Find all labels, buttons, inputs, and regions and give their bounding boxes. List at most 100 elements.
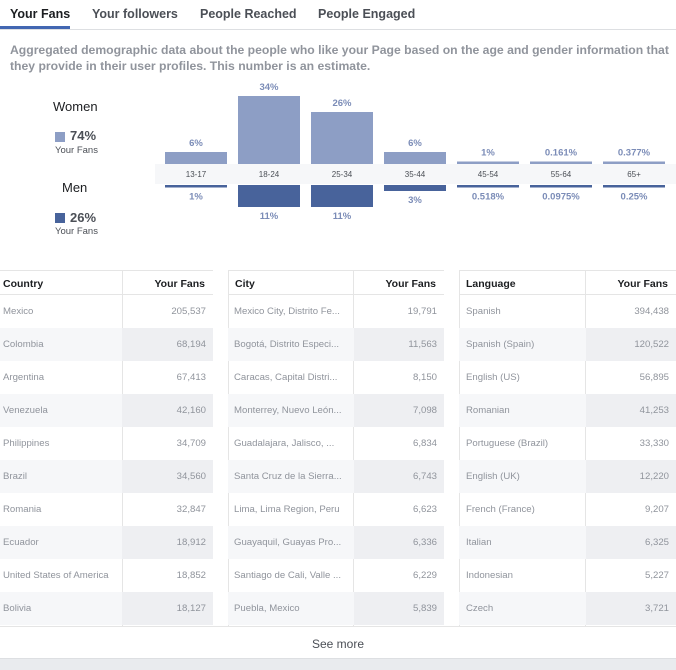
language-table-row: Czech 3,721 (459, 592, 676, 625)
country-fans-count: 18,127 (176, 603, 206, 614)
fans-cell-background (586, 592, 676, 625)
country-column-header: Country (3, 278, 44, 290)
fans-cell-background (586, 526, 676, 559)
language-name: Spanish (Spain) (466, 339, 535, 350)
fans-cell-background (586, 328, 676, 361)
language-name: Portuguese (Brazil) (466, 438, 549, 449)
city-name: Puebla, Mexico (234, 603, 300, 614)
city-name: Lima, Lima Region, Peru (234, 504, 340, 515)
see-more-link[interactable]: See more (311, 637, 365, 651)
men-bar-label: 1% (189, 192, 203, 203)
country-table-row: Philippines 34,709 (0, 427, 213, 460)
country-fans-count: 18,912 (176, 537, 206, 548)
women-bar-label: 6% (189, 138, 203, 149)
language-fans-count: 5,227 (644, 570, 669, 581)
men-bar-label: 11% (260, 211, 279, 222)
country-name: Colombia (3, 339, 44, 350)
fans-cell-background (586, 394, 676, 427)
fans-cell-background (122, 328, 213, 361)
city-fans-count: 19,791 (407, 306, 437, 317)
active-tab-indicator (0, 26, 70, 29)
legend-women-percent: 74% (70, 128, 97, 143)
men-bar (457, 185, 519, 188)
column-divider (353, 270, 354, 626)
language-table-row: English (US) 56,895 (459, 361, 676, 394)
legend-men-swatch (55, 213, 65, 223)
language-name: Romanian (466, 405, 510, 416)
age-tick-label: 13-17 (186, 170, 207, 179)
city-fans-count: 6,623 (412, 504, 437, 515)
city-name: Monterrey, Nuevo León... (234, 405, 342, 416)
city-table-row: Bogotá, Distrito Especi... 11,563 (228, 328, 444, 361)
country-table-row: Ecuador 18,912 (0, 526, 213, 559)
city-name: Bogotá, Distrito Especi... (234, 339, 340, 350)
city-table-row: Santa Cruz de la Sierra... 6,743 (228, 460, 444, 493)
language-fans-count: 12,220 (639, 471, 669, 482)
tab-your-followers[interactable]: Your followers (92, 7, 178, 21)
fans-cell-background (354, 592, 444, 625)
city-table-header: City Your Fans (228, 270, 444, 295)
women-bar (311, 112, 373, 164)
city-name: Mexico City, Distrito Fe... (234, 306, 340, 317)
language-table-header: Language Your Fans (459, 270, 676, 295)
language-table-row: English (UK) 12,220 (459, 460, 676, 493)
country-fans-count: 18,852 (176, 570, 206, 581)
city-name: Santiago de Cali, Valle ... (234, 570, 342, 581)
women-bar-label: 0.161% (545, 148, 578, 159)
language-column-header: Language (466, 278, 516, 290)
tab-your-fans[interactable]: Your Fans (10, 7, 71, 21)
city-name: Guadalajara, Jalisco, ... (234, 438, 335, 449)
country-table-row: United States of America 18,852 (0, 559, 213, 592)
women-bar (165, 152, 227, 164)
language-fans-count: 120,522 (634, 339, 669, 350)
city-fans-count: 7,098 (412, 405, 437, 416)
language-fans-count: 394,438 (634, 306, 669, 317)
country-name: Venezuela (3, 405, 48, 416)
legend-women-title: Women (53, 99, 98, 114)
legend-men-percent: 26% (70, 210, 97, 225)
page-bottom-strip (0, 658, 676, 670)
country-table-row: Brazil 34,560 (0, 460, 213, 493)
tab-bar: Your Fans Your followers People Reached … (0, 0, 676, 30)
see-more-bar: See more (0, 626, 676, 658)
tab-people-engaged[interactable]: People Engaged (318, 7, 416, 21)
men-bar (165, 185, 227, 188)
tab-people-reached[interactable]: People Reached (200, 7, 297, 21)
country-name: Romania (3, 504, 42, 515)
men-bar (603, 185, 665, 188)
women-bar-label: 6% (408, 138, 422, 149)
country-fans-count: 68,194 (176, 339, 206, 350)
women-bar (457, 161, 519, 164)
women-bar (603, 161, 665, 164)
women-bar-label: 34% (259, 82, 279, 93)
language-name: English (UK) (466, 471, 520, 482)
city-table-row: Monterrey, Nuevo León... 7,098 (228, 394, 444, 427)
language-table-row: Romanian 41,253 (459, 394, 676, 427)
language-table-row: French (France) 9,207 (459, 493, 676, 526)
column-divider (122, 270, 123, 626)
women-bar-label: 0.377% (618, 148, 651, 159)
language-fans-count: 41,253 (639, 405, 669, 416)
country-fans-count: 34,709 (176, 438, 206, 449)
country-table-row: Romania 32,847 (0, 493, 213, 526)
city-fans-count: 6,834 (412, 438, 437, 449)
fans-cell-background (586, 460, 676, 493)
age-tick-label: 45-54 (478, 170, 499, 179)
language-table-row: Spanish 394,438 (459, 295, 676, 328)
city-table-row: Guadalajara, Jalisco, ... 6,834 (228, 427, 444, 460)
column-divider (459, 270, 460, 626)
fans-cell-background (354, 394, 444, 427)
language-table: Language Your Fans Spanish 394,438 Spanish… (459, 270, 676, 626)
fans-cell-background (354, 526, 444, 559)
city-table-row: Guayaquil, Guayas Pro... 6,336 (228, 526, 444, 559)
city-table-row: Mexico City, Distrito Fe... 19,791 (228, 295, 444, 328)
language-table-row: Italian 6,325 (459, 526, 676, 559)
language-name: Indonesian (466, 570, 513, 581)
city-table-row: Puebla, Mexico 5,839 (228, 592, 444, 625)
city-fans-column-header: Your Fans (385, 278, 436, 290)
legend-men-subtitle: Your Fans (55, 226, 98, 237)
language-name: Italian (466, 537, 492, 548)
city-name: Santa Cruz de la Sierra... (234, 471, 342, 482)
age-axis-band (155, 164, 676, 184)
